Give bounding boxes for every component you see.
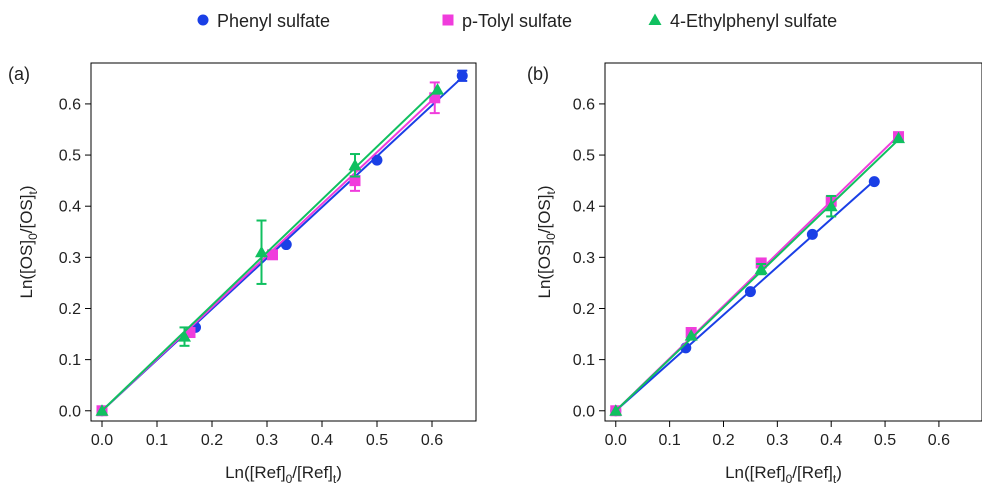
data-point: [95, 404, 109, 416]
panel-label: (a): [8, 64, 30, 84]
data-point: [184, 327, 196, 339]
data-point: [868, 176, 880, 188]
y-tick-label: 0.6: [59, 96, 81, 113]
x-tick-label: 0.2: [201, 432, 223, 449]
fit-line: [615, 138, 900, 412]
fit-line: [101, 87, 439, 412]
data-point: [267, 249, 278, 261]
data-point: [744, 286, 756, 298]
data-point: [178, 330, 191, 342]
panel-a: (a) 0.0 0.1 0.2 0.3 0.4 0.5 0.6 0.0 0.1 0.2 0.3 0.4 0…: [8, 62, 477, 485]
y-tick-label: 0.5: [573, 148, 595, 165]
x-axis-title: Ln([Ref]0/[Ref]t): [725, 463, 842, 485]
data-point: [429, 92, 441, 104]
y-tick-label: 0.1: [573, 352, 595, 369]
x-tick-label: 0.6: [928, 432, 950, 449]
y-tick-label: 0.4: [573, 199, 595, 216]
y-tick-label: 0.2: [573, 301, 595, 318]
data-point: [371, 154, 383, 166]
series-phenyl-sulfate: [610, 176, 880, 417]
data-point: [456, 70, 468, 82]
panel-label: (b): [527, 64, 549, 84]
x-tick-label: 0.1: [659, 432, 681, 449]
legend-marker-4-ethylphenyl-sulfate: [648, 13, 662, 25]
legend-marker-p-tolyl-sulfate: [442, 14, 454, 26]
x-tick-label: 0.3: [256, 432, 278, 449]
legend: Phenyl sulfate p-Tolyl sulfate 4-Ethylphen…: [197, 11, 837, 31]
data-point: [431, 83, 444, 95]
plot-frame: [604, 62, 982, 422]
y-tick-label: 0.3: [573, 250, 595, 267]
x-tick-label: 0.3: [766, 432, 788, 449]
y-tick-label: 0.3: [59, 250, 81, 267]
panel-b: (b) 0.0 0.1 0.2 0.3 0.4 0.5 0.6 0.0 0.1 0.2 0.3 0.4 0…: [527, 62, 982, 485]
legend-label-4-ethylphenyl-sulfate: 4-Ethylphenyl sulfate: [670, 11, 837, 31]
y-axis-title: Ln([OS]0/[OS]t): [535, 185, 558, 298]
x-axis-title: Ln([Ref]0/[Ref]t): [225, 463, 342, 485]
data-point: [609, 404, 623, 416]
y-tick-label: 0.6: [573, 96, 595, 113]
data-point: [255, 245, 268, 258]
plot-frame: [90, 62, 477, 422]
data-point: [684, 329, 698, 341]
x-tick-label: 0.5: [874, 432, 896, 449]
data-point: [280, 239, 292, 251]
y-tick-label: 0.1: [59, 352, 81, 369]
y-tick-label: 0.4: [59, 199, 81, 216]
legend-label-p-tolyl-sulfate: p-Tolyl sulfate: [462, 11, 572, 31]
x-tick-label: 0.6: [421, 432, 443, 449]
y-tick-label: 0.5: [59, 148, 81, 165]
y-tick-label: 0.2: [59, 301, 81, 318]
x-tick-label: 0.0: [91, 432, 113, 449]
x-tick-label: 0.1: [146, 432, 168, 449]
data-point: [806, 228, 818, 240]
y-axis-title: Ln([OS]0/[OS]t): [17, 185, 40, 298]
x-tick-label: 0.5: [366, 432, 388, 449]
y-tick-label: 0.0: [573, 403, 595, 420]
data-point: [824, 199, 838, 212]
data-point: [754, 262, 768, 275]
x-tick-label: 0.2: [712, 432, 734, 449]
x-tick-label: 0.4: [820, 432, 842, 449]
data-point: [348, 158, 362, 171]
data-point: [892, 131, 906, 144]
data-point: [349, 175, 361, 187]
legend-label-phenyl-sulfate: Phenyl sulfate: [217, 11, 330, 31]
x-tick-label: 0.4: [311, 432, 333, 449]
y-tick-label: 0.0: [59, 403, 81, 420]
x-tick-label: 0.0: [605, 432, 627, 449]
series-4-ethylphenyl-sulfate: [95, 83, 444, 416]
fit-line: [615, 179, 875, 412]
series-4-ethylphenyl-sulfate: [609, 131, 906, 416]
legend-marker-phenyl-sulfate: [197, 14, 209, 26]
